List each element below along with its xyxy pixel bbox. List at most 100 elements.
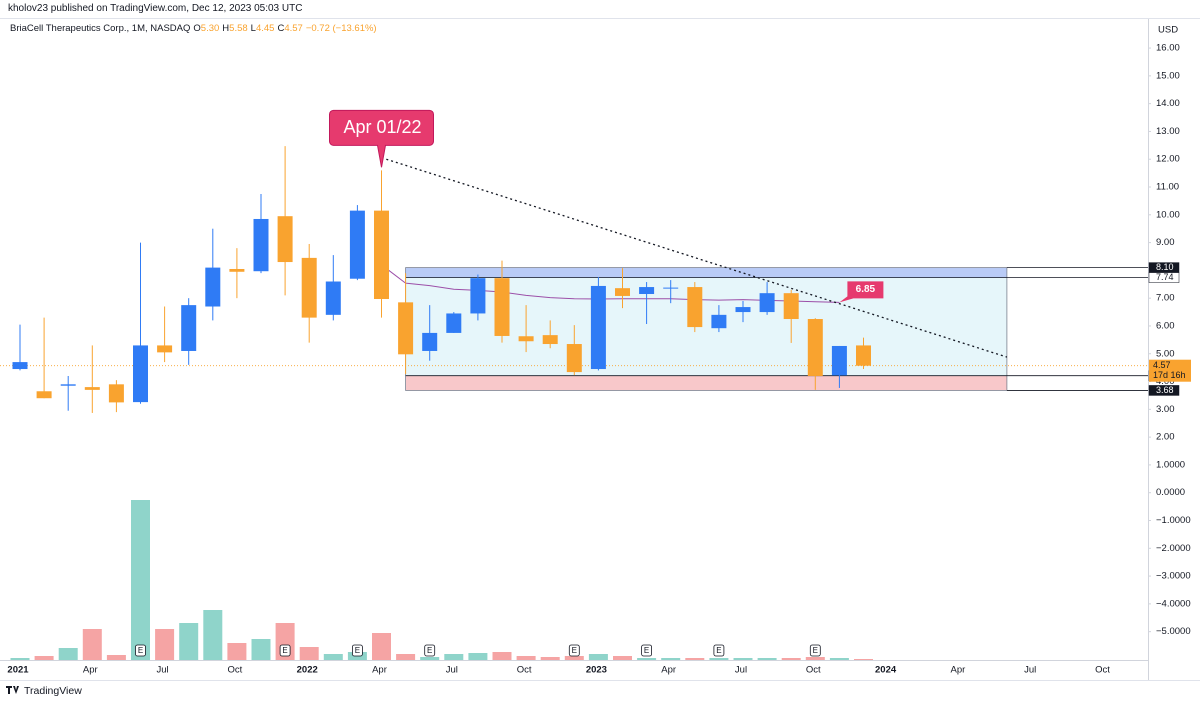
y-tick-label: 11.00 (1156, 182, 1179, 193)
x-tick-label: Apr (951, 665, 966, 676)
candle-body (374, 210, 389, 300)
candle-body (470, 278, 486, 314)
y-tick-label: 7.00 (1156, 293, 1175, 304)
earnings-box (279, 644, 291, 657)
y-tick-label: 0.0000 (1156, 487, 1185, 498)
candle-body (807, 319, 823, 376)
y-tick-label: −1.0000 (1156, 515, 1191, 526)
y-tick-label: 9.00 (1156, 237, 1175, 248)
k: L (250, 23, 256, 34)
trendline (386, 158, 1008, 358)
volume-bar (492, 652, 512, 660)
volume-bar (709, 658, 729, 660)
volume-bar (58, 648, 78, 660)
y-tick-label: 14.00 (1156, 98, 1180, 109)
candle-body (60, 384, 76, 386)
earnings-box (641, 644, 652, 657)
earnings-box (351, 644, 363, 657)
volume-bar (323, 654, 343, 660)
k: H (222, 23, 230, 34)
candle-body (157, 345, 173, 353)
ma-label-text: 6.85 (856, 284, 876, 295)
y-tick-label: −5.0000 (1156, 626, 1191, 637)
volume-bar (781, 658, 801, 660)
volume-bar (829, 658, 849, 660)
earnings-label: E (813, 646, 818, 655)
volume-bar (637, 658, 657, 660)
volume-bar (227, 643, 247, 660)
ohlc: L4.45 (251, 23, 275, 34)
y-tick-label: −4.0000 (1156, 598, 1191, 609)
last-price-badge (1149, 359, 1191, 382)
volume-bar (34, 656, 54, 660)
legend: BriaCell Therapeutics Corp., 1M, NASDAQ … (10, 23, 377, 34)
brand: TradingView (24, 685, 82, 697)
candle-body (518, 336, 534, 342)
price-badge-text: 7.74 (1156, 272, 1174, 282)
candle-body (181, 305, 197, 351)
x-tick-label: Jul (446, 665, 458, 676)
earnings-label: E (138, 646, 143, 655)
volume-bar (613, 656, 632, 660)
price-badge-text: 8.10 (1156, 262, 1174, 272)
y-tick-label: 2.00 (1156, 432, 1175, 443)
candle-body (205, 267, 221, 307)
y-tick-label: 1.0000 (1156, 459, 1185, 470)
publish-info: kholov23 published on TradingView.com, D… (8, 3, 303, 14)
x-tick-label: 2021 (7, 665, 29, 676)
candle-body (783, 293, 799, 320)
candle-body (12, 362, 28, 370)
volume-bar (757, 658, 777, 660)
ohlc: H5.58 (222, 23, 247, 34)
volume-bar (540, 657, 560, 660)
volume-bar (444, 654, 464, 660)
x-tick-label: Oct (806, 665, 821, 676)
price-badge (1148, 272, 1180, 283)
x-tick-label: Apr (661, 665, 676, 676)
volume-bar (106, 655, 126, 660)
volume-bar (588, 654, 608, 660)
earnings-label: E (282, 646, 287, 655)
candle-body (422, 332, 438, 351)
earnings-label: E (572, 646, 577, 655)
price-badge (1148, 385, 1180, 396)
x-tick-label: Jul (735, 665, 747, 676)
earnings-box (713, 644, 725, 657)
candle-body (687, 287, 703, 328)
x-tick-label: Oct (1095, 665, 1110, 676)
x-tick-label: 2024 (875, 665, 897, 676)
candle-body (253, 218, 269, 272)
earnings-label: E (355, 646, 360, 655)
y-tick-label: 13.00 (1156, 126, 1180, 137)
y-tick-label: 10.00 (1156, 209, 1180, 220)
k: O (193, 23, 201, 34)
k: C (277, 23, 285, 34)
volume-bar (854, 659, 873, 660)
y-tick-label: 16.00 (1156, 43, 1180, 54)
range-bottom (405, 375, 1007, 391)
y-tick-label: 6.00 (1156, 320, 1175, 331)
range-top (405, 267, 1007, 278)
candle-body (856, 345, 871, 366)
x-tick-label: Jul (157, 665, 169, 676)
candle-body (711, 314, 727, 329)
candle-body (301, 257, 317, 318)
earnings-box (424, 644, 436, 657)
x-tick-label: Oct (228, 665, 243, 676)
volume-bar (396, 654, 416, 660)
ohlc: C4.57 (277, 23, 302, 34)
x-tick-label: Jul (1024, 665, 1036, 676)
volume-bar (10, 658, 30, 660)
x-tick-label: Apr (83, 665, 98, 676)
volume-bar (131, 500, 150, 660)
price-badge-text: 3.68 (1156, 385, 1174, 395)
volume-bar (805, 657, 825, 660)
candle-body (663, 287, 679, 289)
ma-label-bubble (839, 281, 884, 303)
earnings-label: E (427, 646, 432, 655)
volume-bar (155, 629, 175, 660)
candle-body (494, 278, 510, 336)
volume-bar (468, 653, 488, 660)
y-tick-label: 12.00 (1156, 154, 1180, 165)
